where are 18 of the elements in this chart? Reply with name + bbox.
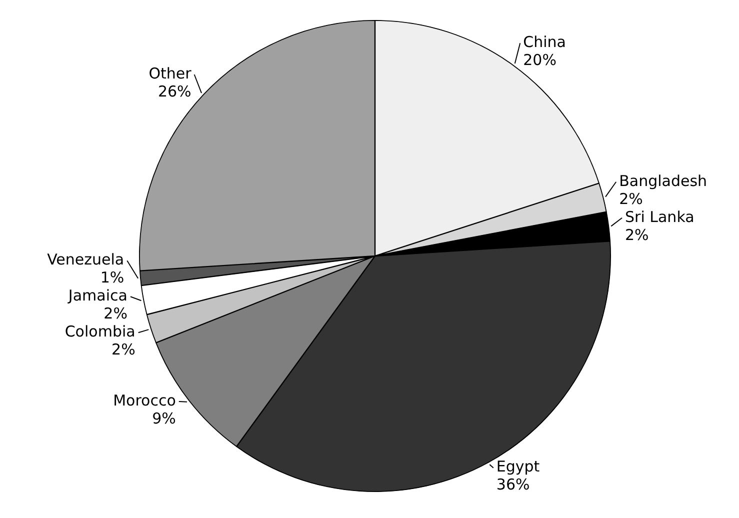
data-label: 20% [523, 51, 556, 70]
data-label: 9% [152, 409, 176, 428]
slice-label: Morocco [113, 391, 176, 410]
slice-label: China [523, 33, 566, 52]
slice-label: Venezuela [47, 250, 124, 268]
slice-label: Egypt [496, 458, 540, 476]
data-label: 2% [619, 190, 643, 208]
data-label: 36% [496, 476, 530, 494]
slice-label: Colombia [64, 322, 136, 340]
data-label: 2% [104, 304, 128, 322]
data-label: 1% [100, 268, 124, 286]
slice-label: Other [148, 64, 192, 82]
data-label: 2% [625, 226, 649, 244]
data-label: 26% [158, 82, 192, 100]
data-label: 2% [112, 340, 136, 358]
slice-label: Jamaica [67, 286, 128, 304]
slice-label: Sri Lanka [625, 208, 694, 226]
slice-label: Bangladesh [619, 172, 708, 190]
